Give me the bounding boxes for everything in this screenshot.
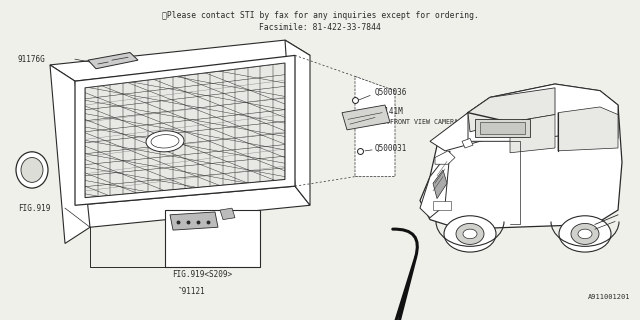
Ellipse shape: [444, 216, 496, 252]
Bar: [475, 119, 530, 137]
Ellipse shape: [21, 157, 43, 182]
Text: FIG.919<S209>: FIG.919<S209>: [172, 270, 232, 279]
Text: A911001201: A911001201: [588, 294, 630, 300]
Ellipse shape: [463, 229, 477, 239]
Polygon shape: [468, 84, 618, 141]
Text: 91176G: 91176G: [18, 55, 45, 64]
Polygon shape: [435, 151, 455, 164]
Bar: [165, 210, 260, 267]
Text: 91141M: 91141M: [375, 107, 403, 116]
Text: FIG.919: FIG.919: [18, 204, 51, 213]
Polygon shape: [433, 170, 447, 199]
Bar: [480, 122, 525, 134]
Polygon shape: [342, 105, 390, 130]
Ellipse shape: [456, 223, 484, 244]
Polygon shape: [75, 186, 310, 227]
Ellipse shape: [151, 135, 179, 148]
Polygon shape: [462, 139, 473, 148]
Polygon shape: [50, 65, 90, 244]
Text: <EXC.FRONT VIEW CAMERA>: <EXC.FRONT VIEW CAMERA>: [370, 119, 462, 125]
Ellipse shape: [559, 216, 611, 252]
Polygon shape: [468, 88, 555, 132]
Polygon shape: [85, 63, 285, 198]
Polygon shape: [558, 107, 618, 151]
Polygon shape: [75, 55, 295, 205]
Ellipse shape: [146, 131, 184, 152]
Polygon shape: [88, 52, 138, 69]
Polygon shape: [420, 84, 622, 229]
Polygon shape: [355, 76, 395, 177]
Polygon shape: [170, 212, 218, 230]
Text: Q500036: Q500036: [375, 88, 408, 97]
Text: Facsimile: 81-422-33-7844: Facsimile: 81-422-33-7844: [259, 23, 381, 32]
Text: ※Please contact STI by fax for any inquiries except for ordering.: ※Please contact STI by fax for any inqui…: [161, 12, 479, 20]
Bar: [433, 201, 451, 210]
Ellipse shape: [16, 152, 48, 188]
Text: ‶91121: ‶91121: [178, 287, 205, 296]
Polygon shape: [510, 115, 555, 153]
Polygon shape: [420, 151, 450, 218]
Ellipse shape: [571, 223, 599, 244]
Polygon shape: [430, 105, 545, 151]
Polygon shape: [285, 40, 310, 205]
Ellipse shape: [578, 229, 592, 239]
Polygon shape: [220, 208, 235, 220]
Text: Q500031: Q500031: [375, 143, 408, 153]
Polygon shape: [50, 40, 310, 81]
